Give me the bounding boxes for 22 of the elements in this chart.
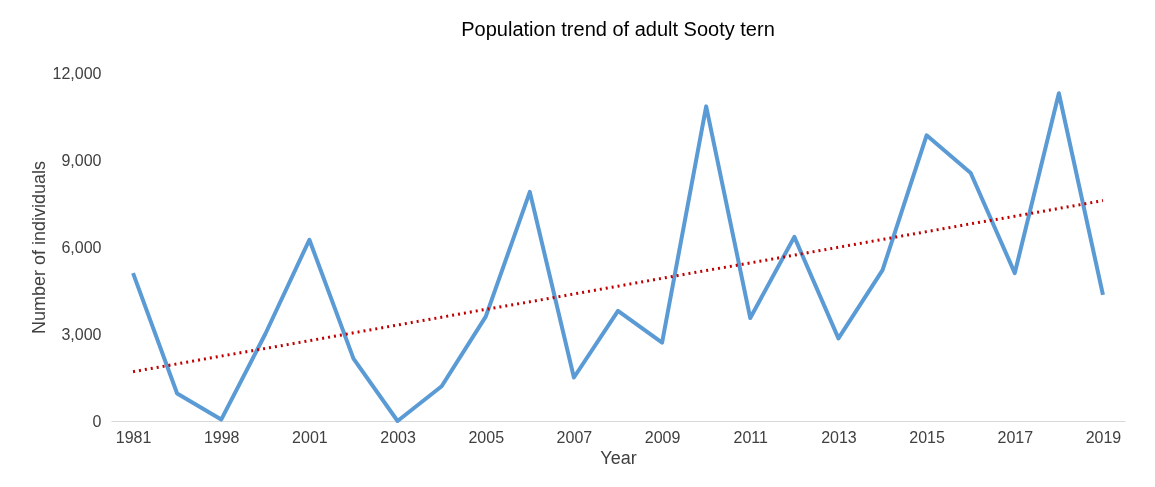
y-tick-label: 3,000	[61, 325, 102, 343]
x-tick-label: 2013	[821, 428, 857, 446]
x-tick-label: 2011	[733, 428, 769, 446]
x-tick-label: 2015	[909, 428, 946, 446]
y-tick-label: 0	[92, 412, 102, 430]
y-axis-title: Number of individuals	[28, 160, 49, 335]
x-tick-label: 2019	[1085, 428, 1122, 446]
x-tick-label: 2007	[556, 428, 593, 446]
x-tick-label: 1998	[203, 428, 240, 446]
x-tick-label: 2017	[997, 428, 1034, 446]
line-series	[131, 199, 1105, 374]
x-tick-label: 2005	[468, 428, 505, 446]
x-tick-label: 2003	[380, 428, 416, 446]
x-tick-label: 2001	[292, 428, 328, 446]
y-tick-label: 9,000	[61, 151, 102, 169]
line-series	[131, 91, 1105, 423]
y-tick-label: 6,000	[61, 238, 102, 256]
y-tick-label: 12,000	[52, 64, 102, 82]
chart-title: Population trend of adult Sooty tern	[461, 18, 775, 40]
x-tick-label: 2009	[644, 428, 681, 446]
x-tick-label: 1981	[115, 428, 152, 446]
x-axis-title: Year	[600, 447, 637, 468]
